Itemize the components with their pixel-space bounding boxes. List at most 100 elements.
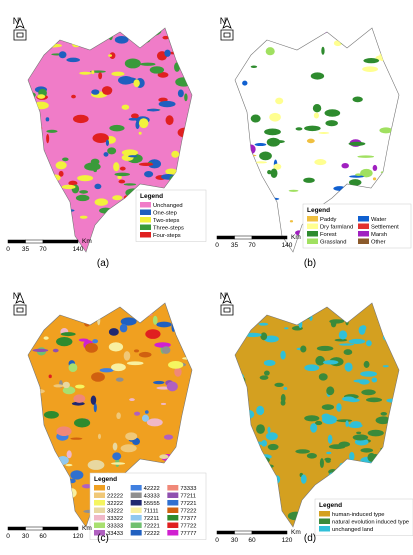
land-patch bbox=[177, 460, 192, 465]
land-patch bbox=[79, 190, 89, 194]
legend-swatch bbox=[94, 507, 105, 513]
scale-unit: Km bbox=[82, 525, 92, 532]
land-patch bbox=[32, 388, 45, 394]
land-patch bbox=[146, 28, 161, 36]
land-patch bbox=[116, 412, 121, 420]
land-patch bbox=[259, 151, 272, 161]
legend-swatch bbox=[140, 209, 151, 215]
land-patch bbox=[79, 71, 92, 75]
land-patch bbox=[165, 115, 174, 126]
land-patch bbox=[92, 339, 99, 344]
land-patch bbox=[300, 345, 307, 353]
land-patch bbox=[118, 179, 126, 184]
land-patch bbox=[58, 170, 64, 177]
land-patch bbox=[304, 125, 321, 132]
land-patch bbox=[345, 191, 360, 200]
land-patch bbox=[107, 147, 117, 155]
land-patch bbox=[362, 474, 379, 480]
land-patch bbox=[177, 127, 192, 138]
scale-unit: Km bbox=[291, 529, 301, 536]
land-patch bbox=[235, 477, 239, 483]
land-patch bbox=[339, 462, 344, 470]
land-patch bbox=[153, 380, 165, 385]
map-base bbox=[234, 27, 400, 253]
land-patch bbox=[163, 434, 174, 440]
land-patch bbox=[250, 65, 258, 68]
legend-swatch bbox=[130, 522, 142, 528]
land-patch bbox=[267, 426, 271, 434]
land-patch bbox=[73, 418, 91, 428]
land-patch bbox=[146, 108, 160, 112]
land-patch bbox=[53, 384, 64, 388]
land-patch bbox=[240, 154, 257, 157]
land-patch bbox=[349, 191, 354, 200]
land-patch bbox=[175, 77, 192, 87]
land-patch bbox=[140, 62, 156, 66]
legend-swatch bbox=[140, 202, 151, 208]
land-patch bbox=[111, 217, 127, 228]
land-patch bbox=[129, 398, 135, 402]
land-patch bbox=[242, 112, 247, 122]
land-patch bbox=[360, 448, 374, 453]
legend-swatch bbox=[167, 515, 179, 521]
land-patch bbox=[361, 389, 376, 396]
land-patch bbox=[313, 112, 319, 119]
land-patch bbox=[348, 423, 363, 429]
north-label: N bbox=[220, 16, 227, 26]
land-patch bbox=[295, 449, 310, 454]
land-patch bbox=[393, 318, 399, 327]
legend-swatch bbox=[130, 500, 142, 506]
legend-title: Legend bbox=[94, 476, 117, 483]
scale-label: 35 bbox=[231, 242, 239, 249]
land-patch bbox=[36, 318, 49, 326]
land-patch bbox=[349, 451, 355, 461]
land-patch bbox=[162, 35, 169, 40]
land-patch bbox=[397, 440, 399, 447]
land-patch bbox=[94, 198, 109, 206]
land-patch bbox=[300, 303, 309, 310]
legend-swatch bbox=[319, 511, 330, 517]
land-patch bbox=[62, 157, 69, 162]
land-patch bbox=[168, 242, 176, 246]
map-panel: N Legend human-induced type natural evoluti… bbox=[215, 291, 413, 544]
land-patch bbox=[94, 183, 102, 190]
land-patch bbox=[254, 518, 258, 525]
legend-swatch bbox=[94, 492, 105, 498]
land-patch bbox=[170, 38, 178, 45]
land-patch bbox=[327, 434, 333, 444]
land-patch bbox=[288, 189, 299, 192]
land-patch bbox=[33, 101, 49, 110]
land-patch bbox=[189, 462, 192, 469]
land-patch bbox=[138, 312, 153, 317]
land-patch bbox=[266, 28, 271, 34]
land-patch bbox=[257, 519, 267, 523]
land-patch bbox=[280, 350, 286, 360]
legend-label: 72221 bbox=[144, 524, 160, 530]
land-patch bbox=[340, 41, 351, 45]
legend-title: Legend bbox=[319, 502, 342, 509]
land-patch bbox=[349, 175, 364, 178]
land-patch bbox=[245, 303, 255, 312]
scale-label: 70 bbox=[248, 242, 256, 249]
land-patch bbox=[248, 472, 258, 480]
land-patch bbox=[344, 362, 353, 372]
legend-box bbox=[89, 472, 207, 540]
land-patch bbox=[66, 450, 72, 459]
land-patch bbox=[147, 159, 162, 169]
north-arrow: N bbox=[220, 291, 234, 316]
legend-swatch bbox=[130, 515, 142, 521]
legend-label: 43333 bbox=[144, 494, 160, 500]
land-patch bbox=[241, 461, 246, 466]
land-patch bbox=[173, 30, 189, 35]
land-patch bbox=[246, 432, 253, 436]
land-patch bbox=[85, 342, 98, 353]
land-patch bbox=[256, 424, 265, 434]
land-patch bbox=[388, 318, 399, 325]
scale-label: 140 bbox=[282, 242, 293, 249]
land-patch bbox=[114, 172, 131, 177]
legend-swatch bbox=[167, 500, 179, 506]
north-arrow: N bbox=[220, 16, 234, 41]
land-patch bbox=[108, 342, 124, 352]
land-patch bbox=[287, 310, 300, 315]
land-patch bbox=[71, 94, 76, 99]
